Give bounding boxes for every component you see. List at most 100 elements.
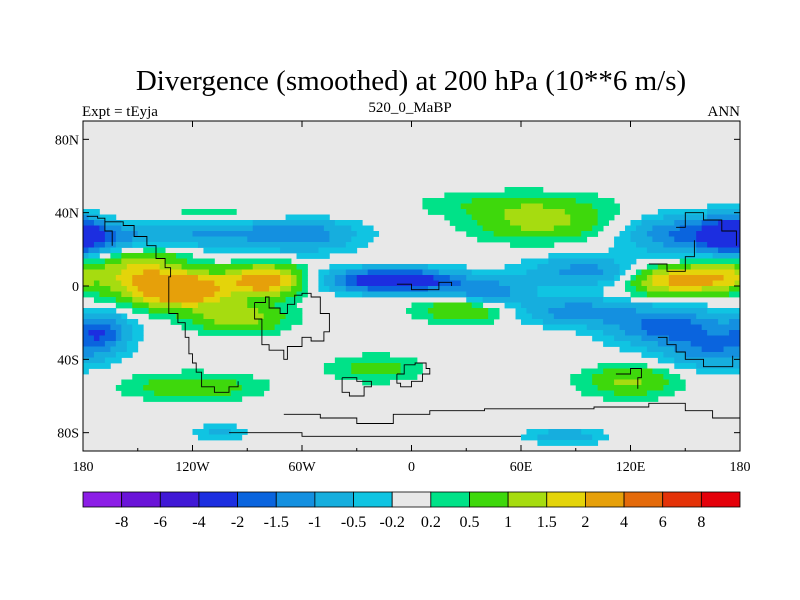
field-cell [258,308,281,314]
field-cell [542,324,588,331]
field-cell [126,319,139,325]
field-cell [280,247,319,254]
field-cell [734,280,741,287]
field-cell [625,225,637,232]
coastline-segment [615,368,642,389]
field-cell [597,264,620,270]
field-cell [99,280,122,287]
field-cell [83,341,106,347]
colorbar-label: -1.5 [264,514,289,531]
colorbar-label: 1.5 [537,514,557,531]
field-cell [625,280,631,287]
field-cell [625,286,637,292]
field-cell [466,231,495,237]
field-cell [696,231,741,237]
field-cell [104,258,122,265]
field-cell [570,374,593,380]
field-cell [99,335,117,342]
field-cell [291,280,297,287]
field-cell [302,280,308,287]
field-cell [247,297,286,303]
field-cell [219,297,248,303]
colorbar-swatch [469,491,509,508]
field-cell [334,291,363,298]
field-cell [126,341,139,347]
field-cell [187,269,210,276]
colorbar-swatch [237,491,277,508]
field-cell [252,264,276,270]
chart-title: Divergence (smoothed) at 200 hPa (10**6 … [136,65,686,97]
field-cell [83,286,111,292]
field-cell [334,374,418,380]
field-cell [422,198,473,204]
field-cell [471,269,527,276]
coastline-segment [396,362,431,388]
field-cell [635,286,648,292]
field-cell [515,313,533,320]
field-cell [329,269,347,276]
field-cell [170,319,193,325]
field-cell [641,269,653,276]
field-cell [553,313,697,320]
field-cell [115,319,128,325]
field-cell [630,220,642,226]
field-cell [734,264,741,270]
field-cell [132,308,150,314]
field-cell [460,280,500,287]
colorbar-label: 8 [697,514,705,531]
field-cell [597,280,615,287]
field-cell [592,379,615,386]
field-cell [564,209,599,215]
colorbar-swatch [159,491,200,508]
field-cell [471,302,484,309]
field-cell [296,280,303,287]
field-cell [121,280,133,287]
field-cell [132,280,215,287]
field-cell [110,324,122,331]
field-cell [83,242,95,248]
field-cell [521,319,544,325]
field-cell [192,429,210,435]
field-cell [646,286,670,292]
field-cell [104,225,122,232]
field-cell [83,357,106,364]
field-cell [143,385,243,391]
field-cell [641,379,670,386]
field-cell [99,291,122,298]
field-cell [734,269,741,276]
field-cell [132,330,144,336]
field-cell [652,368,670,375]
colorbar-swatch [662,491,702,508]
field-cell [197,330,281,336]
field-cell [230,258,292,265]
field-cell [329,236,352,243]
field-cell [603,319,642,325]
field-cell [302,286,308,292]
field-cell [323,225,352,232]
field-cell [197,302,248,309]
field-cell [427,209,467,215]
field-cell [115,236,133,243]
field-cell [132,236,248,243]
colorbar-label: -1 [308,514,321,531]
field-cell [570,220,599,226]
field-cell [83,247,89,254]
field-cell [690,319,719,325]
field-cell [280,308,303,314]
field-cell [641,214,664,221]
field-cell [619,264,631,270]
field-cell [197,434,243,441]
x-tick-label: 120E [616,460,646,475]
field-cell [318,269,330,276]
field-cell [614,236,631,243]
field-cell [592,203,620,210]
field-cell [635,225,653,232]
field-cell [143,247,166,254]
field-cell [614,275,620,281]
colorbar-swatch [430,491,470,508]
field-cell [83,368,89,375]
x-tick-label: 0 [408,460,415,475]
field-cell [619,269,626,276]
field-cell [88,253,100,259]
field-cell [493,231,582,237]
